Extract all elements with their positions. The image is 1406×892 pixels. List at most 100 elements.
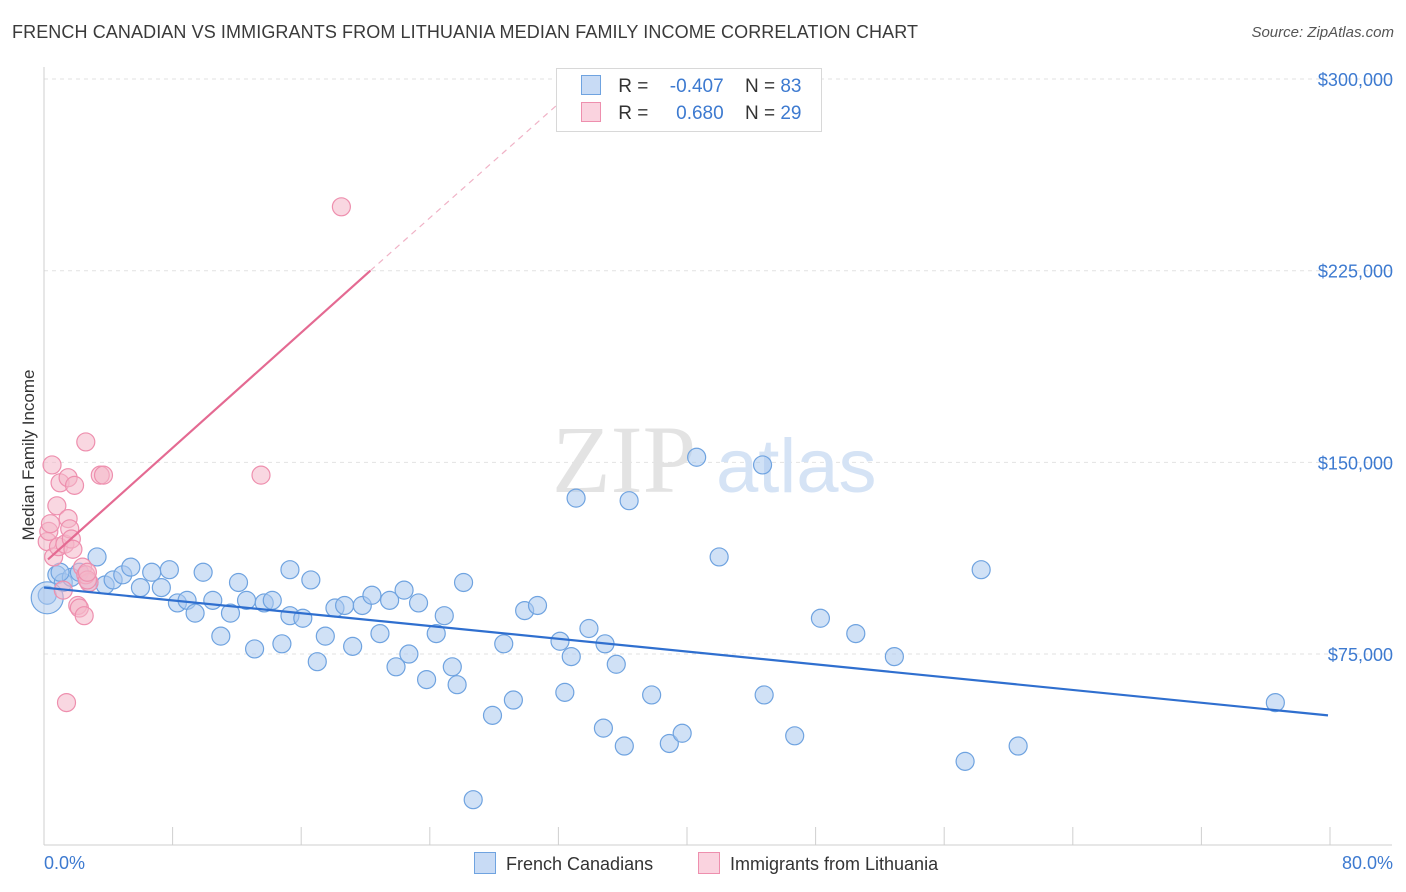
trend-lines — [43, 99, 1329, 717]
data-point — [416, 669, 437, 690]
chart-title: FRENCH CANADIAN VS IMMIGRANTS FROM LITHU… — [12, 22, 919, 42]
trend-extension-immigrants-from-lithuania — [369, 99, 564, 272]
series-legend: French Canadians Immigrants from Lithuan… — [0, 852, 1406, 878]
data-point — [211, 626, 231, 646]
data-point — [380, 590, 400, 610]
data-point — [272, 634, 292, 654]
legend-swatch-pink — [698, 852, 720, 874]
data-point — [142, 562, 162, 582]
data-point — [884, 646, 904, 667]
x-tick-label: 80.0% — [1342, 853, 1393, 873]
data-point — [810, 608, 831, 628]
data-point — [503, 690, 523, 710]
data-point — [527, 595, 548, 616]
data-point — [642, 685, 662, 705]
data-point — [185, 603, 205, 623]
trend-line-french-canadians — [43, 586, 1329, 717]
watermark: ZIP atlas — [552, 406, 877, 513]
data-point — [550, 631, 570, 651]
data-point — [362, 585, 382, 605]
data-point — [785, 726, 805, 746]
axes — [43, 67, 1392, 846]
legend-item-immigrants-from-lithuania: Immigrants from Lithuania — [698, 852, 938, 875]
correlation-legend: R = -0.407 N = 83 R = 0.680 N = 29 — [556, 68, 822, 132]
data-point — [159, 560, 179, 580]
data-point — [659, 733, 679, 754]
data-point — [614, 736, 634, 756]
data-point — [494, 634, 514, 654]
source-credit: Source: ZipAtlas.com — [1251, 24, 1394, 41]
data-point — [672, 723, 692, 743]
data-point — [121, 557, 141, 577]
legend-swatch-blue — [474, 852, 496, 874]
data-point — [687, 447, 707, 467]
data-point — [955, 751, 975, 771]
data-point — [579, 618, 599, 639]
legend-item-label: French Canadians — [506, 854, 654, 874]
data-point — [754, 685, 774, 705]
data-point — [228, 572, 249, 593]
data-point — [447, 675, 467, 695]
data-point — [399, 644, 419, 664]
data-point — [42, 455, 62, 475]
data-point — [482, 705, 503, 725]
data-point — [453, 572, 474, 593]
y-tick-label: $300,000 — [1318, 70, 1393, 90]
data-point — [1265, 692, 1285, 713]
y-tick-label: $225,000 — [1318, 262, 1393, 282]
data-point — [331, 197, 351, 217]
y-tick-label: $75,000 — [1328, 645, 1393, 665]
data-point — [971, 560, 991, 580]
series-french-canadians — [30, 447, 1285, 810]
legend-r-value: -0.407 — [669, 76, 724, 97]
data-point — [251, 465, 271, 485]
data-point — [63, 539, 83, 559]
data-point — [47, 496, 67, 516]
legend-n-label: N = — [744, 76, 776, 97]
data-point — [386, 657, 406, 677]
data-point — [76, 432, 96, 452]
data-point — [151, 577, 171, 598]
y-axis-label: Median Family Income — [19, 369, 38, 540]
legend-r-label: R = — [618, 103, 649, 124]
data-point — [56, 692, 77, 713]
data-point — [619, 491, 639, 511]
gridlines — [44, 78, 1392, 655]
data-point — [434, 606, 454, 626]
data-point — [315, 626, 335, 646]
data-point — [93, 465, 114, 485]
data-point — [426, 623, 446, 644]
data-point — [130, 577, 151, 598]
data-point — [593, 718, 614, 738]
legend-item-french-canadians: French Canadians — [474, 852, 653, 875]
legend-r-value: 0.680 — [676, 103, 724, 124]
data-point — [752, 455, 773, 475]
legend-n-label: N = — [744, 103, 776, 124]
watermark-atlas: atlas — [716, 424, 877, 509]
data-point — [40, 514, 61, 534]
legend-row-french-canadians: R = -0.407 N = 83 — [581, 75, 801, 99]
data-point — [555, 682, 575, 702]
data-point — [87, 547, 107, 567]
data-point — [335, 595, 355, 616]
data-point — [307, 652, 327, 672]
data-point — [64, 475, 85, 495]
data-point — [394, 580, 414, 600]
data-point — [343, 636, 363, 656]
legend-n-value: 83 — [780, 76, 802, 97]
legend-swatch-pink — [581, 102, 601, 122]
x-tick-label: 0.0% — [44, 853, 85, 873]
data-point — [74, 606, 94, 626]
data-point — [846, 623, 866, 644]
data-point — [606, 654, 626, 674]
y-tick-label: $150,000 — [1318, 453, 1393, 473]
trend-line-immigrants-from-lithuania — [47, 269, 372, 561]
data-point — [220, 603, 241, 623]
legend-n-value: 29 — [780, 103, 802, 124]
data-point — [301, 570, 321, 590]
legend-r-label: R = — [618, 76, 649, 97]
data-point — [408, 593, 429, 613]
data-point — [561, 646, 581, 667]
legend-row-immigrants-from-lithuania: R = 0.680 N = 29 — [581, 102, 801, 126]
